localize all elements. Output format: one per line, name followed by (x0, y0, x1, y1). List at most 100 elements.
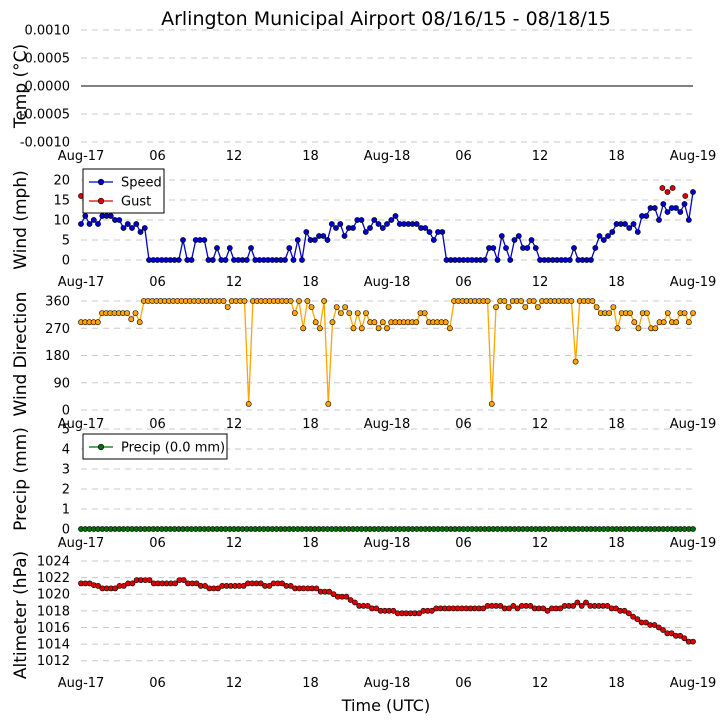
data-point (677, 632, 684, 639)
data-point (673, 205, 679, 211)
data-point (379, 319, 386, 326)
x-tick-label: Aug-18 (364, 149, 411, 164)
data-point (532, 245, 539, 251)
data-point (351, 599, 358, 606)
y-tick-label: 1020 (37, 588, 70, 603)
data-point (524, 245, 531, 251)
data-point (635, 325, 642, 332)
data-point (651, 205, 658, 211)
x-tick-label: 18 (608, 149, 625, 164)
data-point (94, 319, 101, 326)
y-tick-label: 20 (53, 174, 70, 189)
data-point (95, 221, 101, 227)
y-tick-label: 0 (62, 254, 70, 269)
x-tick-label: 18 (302, 536, 319, 551)
data-point (572, 358, 579, 365)
x-tick-label: Aug-18 (364, 275, 411, 290)
data-point (518, 298, 524, 304)
data-point (308, 304, 315, 310)
data-point (530, 298, 537, 304)
data-point (257, 580, 264, 587)
data-point (634, 616, 641, 623)
x-tick-label: 06 (455, 275, 472, 290)
data-point (527, 603, 534, 609)
data-point (128, 316, 135, 323)
data-point (141, 225, 148, 231)
data-point (583, 599, 589, 606)
data-point (78, 221, 84, 227)
data-point (656, 217, 662, 223)
data-point (505, 304, 512, 310)
data-point (507, 257, 514, 263)
data-point (664, 189, 671, 195)
data-point (428, 607, 435, 614)
data-point (622, 221, 628, 227)
panel-winddir: 0 90 180 270 360 Aug-17 06 12 18 Aug-18 06 12 18 Aug-… (11, 292, 716, 432)
data-point (604, 603, 611, 609)
x-tick-label: 18 (608, 536, 625, 551)
legend-label: Gust (121, 195, 151, 210)
y-tick-label: 0.0000 (25, 80, 71, 95)
y-tick-label: 0 (62, 404, 70, 419)
data-point (631, 319, 638, 326)
panel-temp: -0.0010 -0.0005 0.0000 0.0005 0.0010 Aug-17 06… (11, 24, 716, 165)
data-point (514, 605, 521, 612)
data-point (673, 319, 680, 326)
data-point (325, 400, 332, 407)
x-tick-label: 18 (302, 149, 319, 164)
data-point (364, 603, 371, 609)
data-point (515, 233, 522, 239)
data-point (605, 233, 611, 239)
data-point (668, 630, 675, 637)
x-tick-label: Aug-19 (670, 417, 717, 432)
data-point (503, 245, 509, 251)
data-point (303, 229, 310, 235)
data-point (129, 225, 135, 231)
data-point (664, 310, 671, 316)
x-tick-label: Aug-19 (670, 536, 717, 551)
data-point (685, 217, 692, 223)
data-point (413, 221, 420, 227)
data-point (574, 599, 581, 606)
data-point (568, 298, 575, 304)
data-point (354, 310, 361, 316)
data-point (324, 237, 331, 243)
data-point (316, 325, 323, 332)
data-point (313, 585, 320, 592)
data-point (279, 580, 285, 587)
data-point (337, 221, 344, 227)
data-point (214, 245, 220, 251)
data-point (439, 229, 446, 235)
y-tick-label: -0.0005 (20, 108, 70, 123)
data-point (326, 588, 333, 595)
data-point (294, 237, 301, 243)
y-tick-label: 2 (62, 483, 70, 498)
y-tick-label: 1016 (37, 621, 70, 636)
data-point (497, 603, 504, 609)
data-point (371, 319, 378, 326)
y-tick-label: 1024 (37, 555, 70, 570)
data-point (243, 257, 250, 263)
legend-swatch-marker (97, 197, 105, 205)
data-point (375, 221, 382, 227)
data-point (86, 221, 93, 227)
data-point (682, 193, 689, 199)
x-tick-label: 06 (455, 536, 472, 551)
chart-panels: -0.0010 -0.0005 0.0000 0.0005 0.0010 Aug-17 06… (11, 24, 716, 692)
data-point (202, 583, 208, 589)
y-tick-label: 180 (45, 349, 70, 364)
data-point (660, 627, 666, 633)
y-axis-label: Wind Direction (11, 292, 31, 417)
data-point (627, 310, 633, 316)
data-point (193, 580, 200, 587)
data-point (655, 624, 662, 631)
data-point (241, 298, 248, 304)
y-axis-label: Temp (°C) (11, 44, 31, 129)
data-point (367, 225, 373, 231)
data-point (333, 304, 340, 310)
data-point (660, 319, 667, 326)
data-point (493, 304, 499, 310)
y-tick-label: 1022 (37, 571, 70, 586)
data-point (82, 213, 89, 219)
data-point (311, 237, 318, 243)
